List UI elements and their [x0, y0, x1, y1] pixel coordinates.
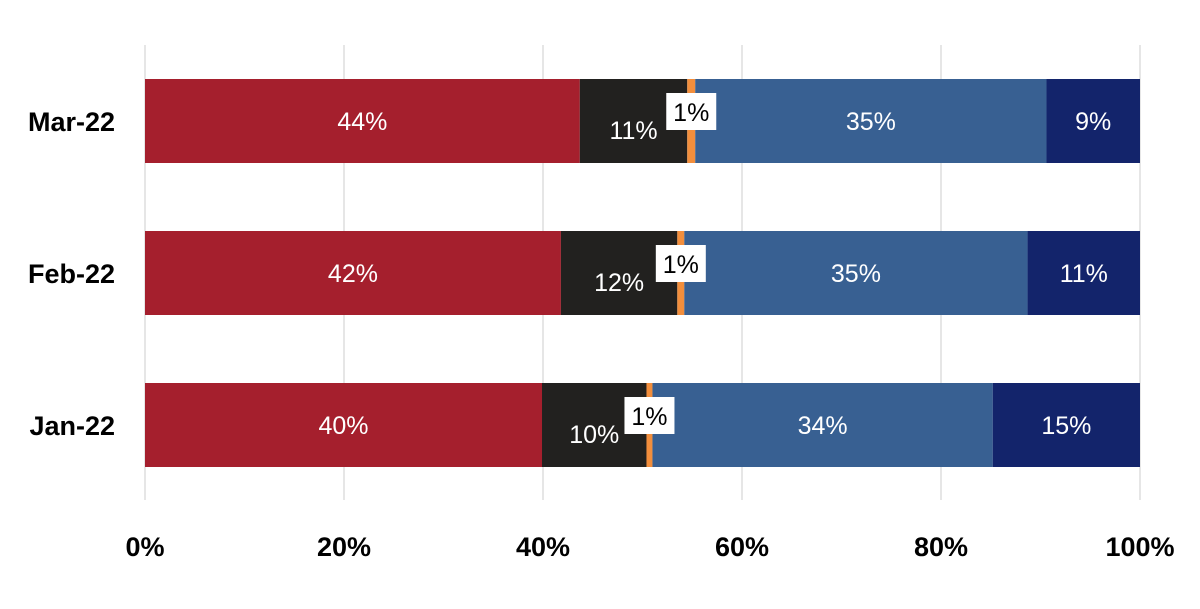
data-label: 10%: [569, 421, 619, 449]
data-label: 11%: [609, 117, 657, 145]
data-label: 35%: [831, 260, 881, 288]
x-tick-label: 100%: [1105, 532, 1174, 562]
data-label: 1%: [663, 251, 699, 279]
data-label: 15%: [1041, 412, 1091, 440]
bar-segment: [145, 79, 580, 163]
data-label: 40%: [318, 412, 368, 440]
category-label: Mar-22: [28, 107, 115, 137]
category-label: Jan-22: [29, 411, 115, 441]
x-tick-label: 40%: [516, 532, 570, 562]
data-label-box: [624, 397, 675, 434]
data-label: 35%: [846, 108, 896, 136]
bar-segment: [145, 383, 543, 467]
data-label: 9%: [1075, 108, 1111, 136]
x-tick-label: 60%: [715, 532, 769, 562]
data-label: 1%: [631, 403, 667, 431]
data-label-box: [655, 245, 706, 282]
data-label-box: [666, 93, 717, 130]
category-label: Feb-22: [28, 259, 115, 289]
bar-segment: [652, 383, 993, 467]
bar-segment: [1027, 231, 1140, 315]
data-label: 1%: [673, 99, 709, 127]
data-label: 34%: [798, 412, 848, 440]
x-tick-label: 20%: [317, 532, 371, 562]
bar-segment: [684, 231, 1028, 315]
bar-segment: [695, 79, 1047, 163]
data-label: 12%: [594, 269, 644, 297]
x-tick-label: 80%: [914, 532, 968, 562]
data-label: 44%: [337, 108, 387, 136]
x-tick-label: 0%: [125, 532, 164, 562]
data-label: 42%: [328, 260, 378, 288]
bar-segment: [992, 383, 1140, 467]
bar-segment: [1046, 79, 1140, 163]
data-label: 11%: [1060, 260, 1108, 288]
bar-segment: [145, 231, 561, 315]
